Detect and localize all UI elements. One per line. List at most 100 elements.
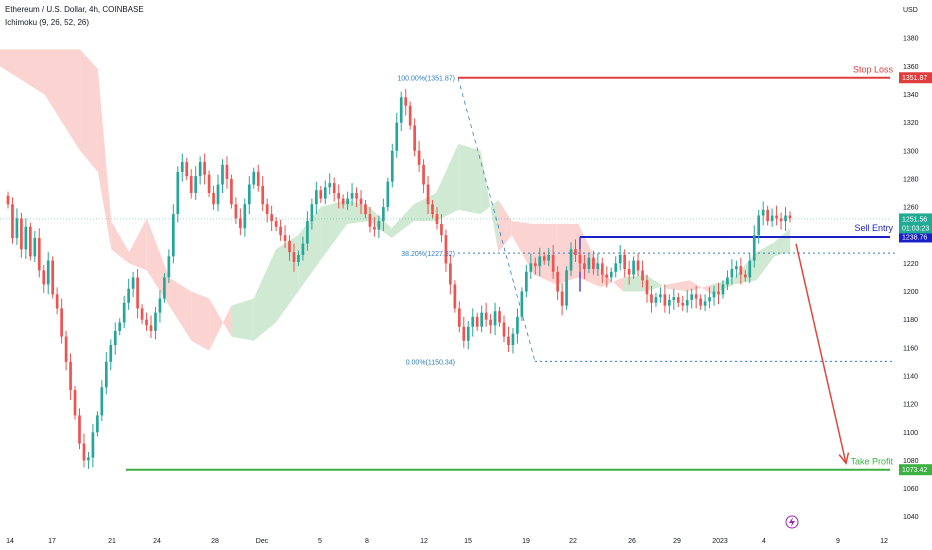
candle-body [784, 215, 787, 222]
candle-body [627, 269, 631, 275]
candle-body [279, 226, 282, 236]
candle-body [743, 274, 747, 278]
candle-body [332, 183, 336, 193]
candle-body [185, 162, 189, 177]
cloud-segment [774, 228, 791, 257]
y-tick-label: 1100 [903, 430, 918, 437]
candle-body [712, 291, 716, 298]
candle-body [261, 185, 265, 205]
stop-loss-price-tag: 1351.87 [902, 75, 927, 82]
cloud-segment [458, 143, 481, 215]
candle-body [171, 214, 175, 257]
candle-body [154, 312, 157, 331]
y-tick-label: 1340 [903, 92, 919, 99]
candle-body [297, 254, 300, 262]
candle-body [386, 181, 390, 208]
candle-body [78, 415, 81, 444]
candle-body [676, 297, 680, 303]
candle-body [42, 270, 46, 285]
cloud-segment [80, 49, 98, 172]
fib-trend-line [457, 77, 536, 362]
candle-body [24, 226, 28, 250]
candle-body [292, 252, 296, 262]
candle-body [547, 254, 551, 261]
candle-body [587, 257, 591, 269]
candle-body [364, 204, 367, 215]
candle-body [113, 330, 117, 346]
candle-body [359, 198, 363, 205]
candle-body [6, 195, 10, 205]
candle-body [319, 190, 323, 199]
candle-body [274, 221, 278, 227]
candle-body [230, 178, 233, 205]
candle-body [668, 299, 671, 306]
candle-body [100, 387, 104, 416]
x-tick-label: 14 [6, 538, 14, 545]
candle-body [377, 221, 381, 230]
take-profit-label: Take Profit [850, 457, 893, 467]
candle-body [623, 254, 627, 269]
candle-body [690, 294, 694, 300]
cloud-segment [623, 274, 646, 292]
candle-body [118, 322, 122, 331]
candle-body [431, 204, 434, 215]
cloud-segment [645, 274, 668, 292]
cloud-segment [0, 49, 45, 95]
candle-body [511, 333, 515, 346]
candle-body [466, 326, 470, 341]
bar-countdown: 01:03:23 [902, 225, 929, 232]
cloud-segment [436, 143, 459, 222]
candle-body [288, 240, 291, 253]
candle-body [265, 204, 269, 215]
candle-body [243, 204, 247, 229]
candle-body [256, 171, 260, 186]
cloud-segment [413, 192, 437, 222]
candle-body [726, 277, 729, 285]
indicator-legend: Ichimoku (9, 26, 52, 26) [5, 18, 90, 27]
y-tick-label: 1080 [903, 458, 919, 465]
candle-body [127, 288, 130, 303]
x-tick-label: 15 [464, 538, 472, 545]
cloud-segment [209, 298, 232, 351]
cloud-segment [129, 218, 147, 271]
candle-body [122, 302, 126, 323]
y-tick-label: 1220 [903, 261, 919, 268]
cloud-segment [756, 242, 775, 281]
candle-body [310, 204, 314, 222]
candle-body [382, 207, 385, 222]
fib-level-label: 100.00%(1351.87) [397, 76, 455, 83]
candle-body [55, 294, 59, 309]
candle-body [748, 260, 752, 278]
stop-loss-label: Stop Loss [853, 65, 894, 75]
candle-body [699, 298, 702, 306]
y-tick-label: 1320 [903, 120, 919, 127]
cloud-segment [667, 280, 690, 292]
candle-body [507, 336, 510, 346]
x-tick-label: 24 [153, 538, 161, 545]
candle-body [69, 361, 72, 391]
cloud-segment [511, 221, 534, 275]
candle-body [239, 218, 242, 229]
y-tick-label: 1380 [903, 36, 919, 43]
chart-title: Ethereum / U.S. Dollar, 4h, COINBASE [5, 5, 144, 14]
candle-body [663, 294, 667, 306]
candle-body [212, 192, 215, 205]
candle-body [136, 277, 139, 309]
candle-body [60, 308, 63, 337]
candle-body [654, 297, 658, 303]
stop-loss-price-tag-box [899, 72, 932, 84]
candle-body [145, 319, 148, 326]
y-tick-label: 1140 [903, 373, 918, 380]
candle-body [33, 238, 37, 257]
candle-body [355, 192, 358, 199]
candle-body [328, 183, 332, 188]
candle-body [565, 270, 568, 306]
candle-body [176, 171, 180, 215]
candle-body [708, 297, 711, 302]
candle-body [149, 325, 153, 331]
candle-body [605, 274, 609, 278]
candlesticks [6, 88, 792, 469]
candle-body [194, 176, 198, 193]
